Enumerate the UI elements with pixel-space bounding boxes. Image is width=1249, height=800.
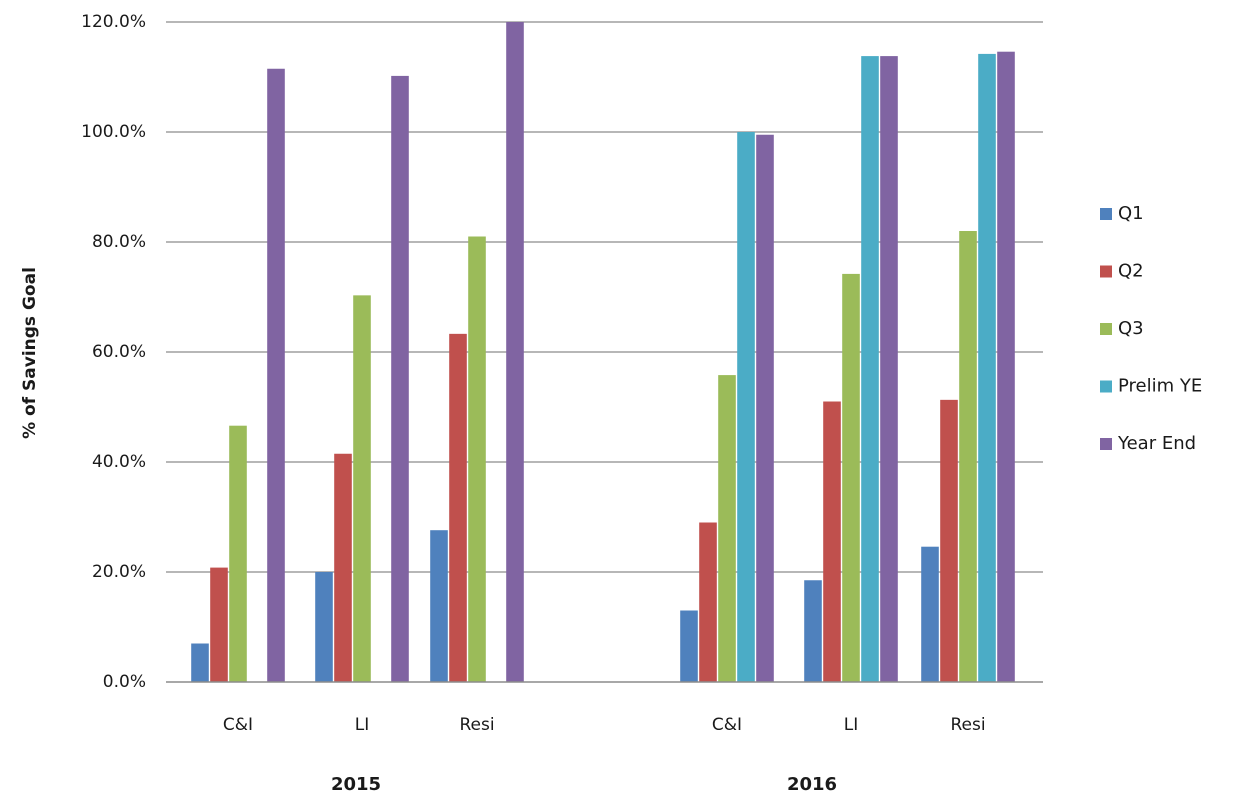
legend-swatch	[1100, 380, 1112, 393]
y-tick-labels: 0.0% 20.0% 40.0% 60.0% 80.0% 100.0% 120.0%	[81, 12, 146, 692]
bar-q3	[468, 236, 486, 682]
legend-label: Prelim YE	[1118, 376, 1202, 397]
bars	[191, 22, 1015, 683]
bar-year-end	[997, 51, 1015, 682]
bar-q3	[229, 425, 247, 682]
category-label: Resi	[459, 715, 494, 735]
bar-q2	[940, 399, 958, 682]
legend: Q1 Q2 Q3 Prelim YE Year End	[1100, 203, 1202, 454]
bar-prelim-ye	[861, 56, 879, 683]
bar-q2	[449, 333, 467, 682]
category-label: LI	[355, 715, 370, 735]
bar-year-end	[391, 75, 409, 682]
bar-q2	[699, 522, 717, 682]
y-tick-label: 20.0%	[92, 562, 146, 582]
group-label: 2015	[331, 774, 381, 795]
bar-q1	[921, 546, 939, 682]
category-labels: C&I LI Resi C&I LI Resi	[223, 715, 986, 735]
legend-label: Q3	[1118, 318, 1144, 339]
bar-year-end	[756, 134, 774, 682]
y-tick-label: 100.0%	[81, 122, 146, 142]
bar-q1	[804, 580, 822, 682]
category-label: Resi	[950, 715, 985, 735]
y-tick-label: 80.0%	[92, 232, 146, 252]
legend-swatch	[1100, 208, 1112, 220]
bar-q2	[210, 567, 228, 682]
bar-q3	[842, 273, 860, 682]
legend-label: Q1	[1118, 203, 1144, 224]
bar-prelim-ye	[978, 53, 996, 682]
group-label: 2016	[787, 774, 837, 795]
legend-swatch	[1100, 265, 1112, 278]
bar-q1	[315, 572, 333, 682]
legend-label: Year End	[1117, 433, 1196, 454]
y-axis-label: % of Savings Goal	[20, 267, 40, 439]
bar-q2	[334, 453, 352, 682]
bar-q3	[353, 295, 371, 682]
category-label: C&I	[223, 715, 253, 735]
y-tick-label: 40.0%	[92, 452, 146, 472]
bar-q3	[959, 231, 977, 682]
gridlines	[166, 21, 1043, 573]
bar-q1	[191, 643, 209, 682]
legend-label: Q2	[1118, 261, 1144, 282]
bar-q3	[718, 375, 736, 682]
bar-q1	[680, 610, 698, 682]
y-tick-label: 60.0%	[92, 342, 146, 362]
y-tick-label: 0.0%	[103, 672, 146, 692]
category-label: LI	[844, 715, 859, 735]
group-labels: 2015 2016	[331, 774, 837, 795]
bar-year-end	[880, 56, 898, 683]
bar-year-end	[267, 68, 285, 682]
y-tick-label: 120.0%	[81, 12, 146, 32]
bar-q1	[430, 530, 448, 682]
bar-prelim-ye	[737, 132, 755, 682]
bar-q2	[823, 401, 841, 682]
category-label: C&I	[712, 715, 742, 735]
legend-swatch	[1100, 438, 1112, 450]
legend-swatch	[1100, 323, 1112, 335]
bar-year-end	[506, 22, 524, 682]
